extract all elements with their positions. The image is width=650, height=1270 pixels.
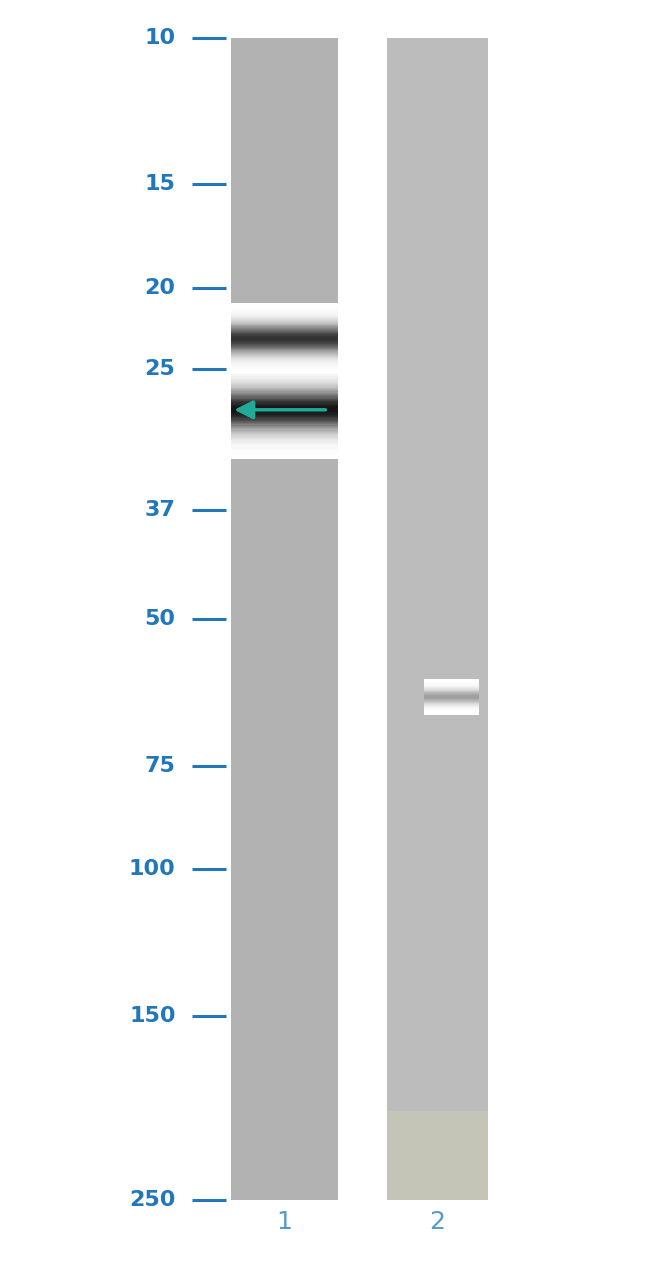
Bar	[387, 1111, 488, 1200]
Bar	[231, 38, 338, 1200]
Text: 100: 100	[129, 860, 176, 879]
Text: 1: 1	[276, 1210, 292, 1233]
Text: 2: 2	[429, 1210, 445, 1233]
Text: 50: 50	[144, 610, 176, 629]
Text: 250: 250	[129, 1190, 176, 1210]
Text: 25: 25	[145, 359, 176, 378]
Text: 150: 150	[129, 1006, 176, 1026]
Text: 20: 20	[144, 278, 176, 298]
Text: 15: 15	[144, 174, 176, 194]
Bar	[387, 38, 488, 1200]
Text: 75: 75	[144, 756, 176, 776]
Text: 37: 37	[144, 500, 176, 521]
Text: 10: 10	[144, 28, 176, 48]
